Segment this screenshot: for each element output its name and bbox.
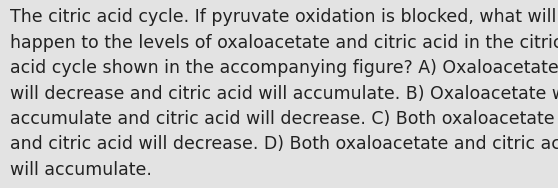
Text: The citric acid cycle. If pyruvate oxidation is blocked, what will: The citric acid cycle. If pyruvate oxida… xyxy=(10,8,556,27)
Text: will accumulate.: will accumulate. xyxy=(10,161,152,179)
Text: will decrease and citric acid will accumulate. B) Oxaloacetate will: will decrease and citric acid will accum… xyxy=(10,85,558,103)
Text: acid cycle shown in the accompanying figure? A) Oxaloacetate: acid cycle shown in the accompanying fig… xyxy=(10,59,558,77)
Text: accumulate and citric acid will decrease. C) Both oxaloacetate: accumulate and citric acid will decrease… xyxy=(10,110,555,128)
Text: and citric acid will decrease. D) Both oxaloacetate and citric acid: and citric acid will decrease. D) Both o… xyxy=(10,135,558,153)
Text: happen to the levels of oxaloacetate and citric acid in the citric: happen to the levels of oxaloacetate and… xyxy=(10,34,558,52)
